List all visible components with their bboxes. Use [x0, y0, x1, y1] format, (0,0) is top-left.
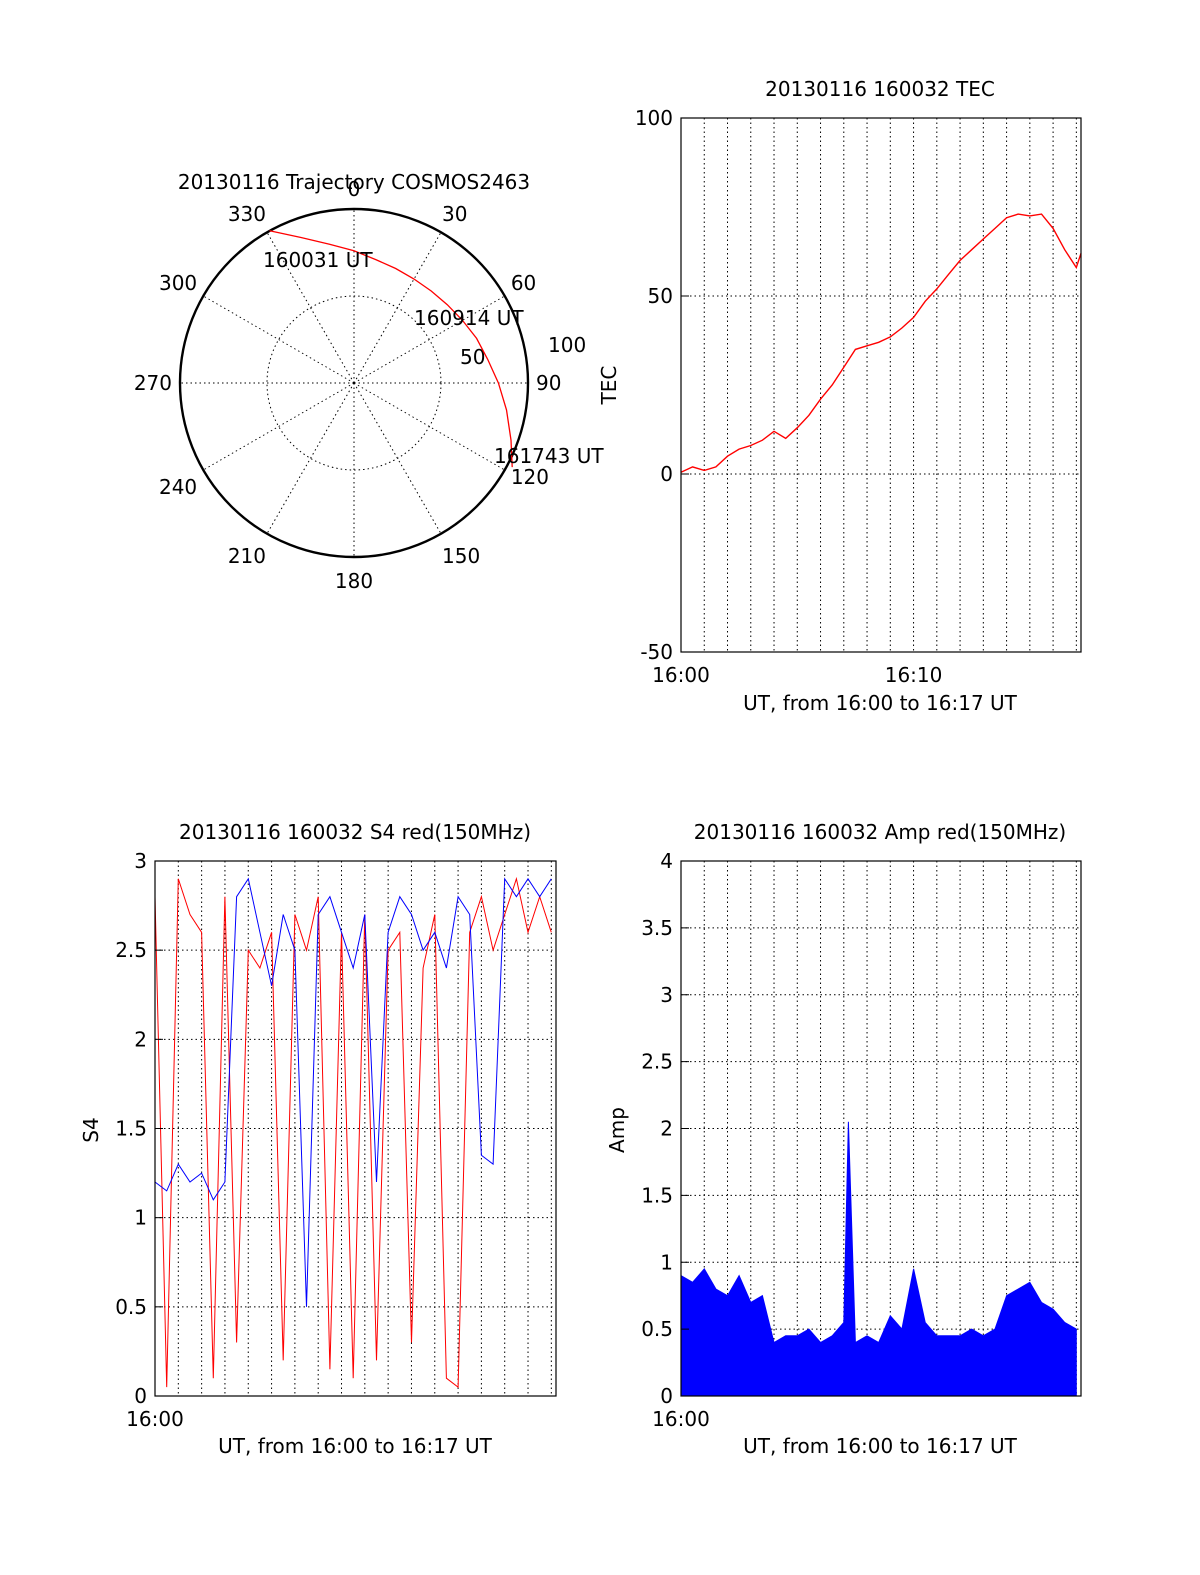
s4-series-line-0 [154, 876, 552, 1389]
polar-trajectory-trace [269, 230, 513, 468]
polar-azimuth-label-60: 60 [511, 271, 536, 295]
polar-azimuth-label-180: 180 [335, 569, 373, 593]
amp-xtick-labels: 16:00 [652, 1407, 710, 1431]
tec-xtick-labels: 16:00 16:10 [652, 663, 942, 687]
amp-series [680, 1121, 1077, 1397]
polar-spoke-330 [266, 232, 355, 384]
s4-series [154, 876, 552, 1389]
tec-ytick-label: 100 [635, 106, 673, 130]
s4-panel: 20130116 160032 S4 red(150MHz) 3 2.5 2 1.5 1… [79, 820, 557, 1458]
tec-panel: 20130116 160032 TEC 100 50 0 -50 16:00 16:10… [597, 77, 1082, 715]
polar-spoke-300 [203, 295, 355, 384]
polar-radial-label-50: 50 [460, 345, 485, 369]
tec-plot-frame [680, 117, 1082, 653]
polar-azimuth-label-30: 30 [442, 202, 467, 226]
tec-grid [681, 118, 1081, 652]
amp-xtick-label: 16:00 [652, 1407, 710, 1431]
amp-ytick-label: 4 [660, 849, 673, 873]
s4-ytick-label: 3 [134, 849, 147, 873]
tec-xtick-label: 16:00 [652, 663, 710, 687]
amp-ytick-label: 2.5 [641, 1050, 673, 1074]
amp-ytick-label: 1.5 [641, 1183, 673, 1207]
amp-ytick-label: 1 [660, 1250, 673, 1274]
s4-series-line-1 [154, 877, 552, 1307]
polar-azimuth-label-150: 150 [442, 544, 480, 568]
polar-spoke-60 [353, 295, 505, 384]
polar-azimuth-label-0: 0 [348, 177, 361, 201]
s4-xtick-labels: 16:00 [126, 1407, 184, 1431]
tec-ytick-label: -50 [640, 640, 673, 664]
tec-xlabel: UT, from 16:00 to 16:17 UT [743, 691, 1018, 715]
polar-azimuth-label-120: 120 [511, 465, 549, 489]
tec-ytick-labels: 100 50 0 -50 [635, 106, 689, 664]
polar-azimuth-labels: 0 30 60 90 120 150 180 210 240 270 300 330 [134, 177, 562, 593]
polar-azimuth-label-90: 90 [536, 371, 561, 395]
s4-title: 20130116 160032 S4 red(150MHz) [179, 820, 531, 844]
s4-ytick-label: 2 [134, 1027, 147, 1051]
polar-end-label: 161743 UT [494, 444, 604, 468]
s4-ytick-label: 0.5 [115, 1295, 147, 1319]
polar-trajectory-line [269, 230, 513, 468]
polar-start-label: 160031 UT [263, 248, 373, 272]
polar-azimuth-label-300: 300 [159, 271, 197, 295]
tec-series [680, 213, 1082, 473]
polar-azimuth-label-270: 270 [134, 371, 172, 395]
s4-grid [155, 861, 556, 1396]
amp-ytick-label: 2 [660, 1117, 673, 1141]
polar-spoke-240 [203, 382, 355, 471]
amp-ytick-labels: 4 3.5 3 2.5 2 1.5 1 0.5 0 [641, 849, 689, 1408]
s4-ytick-label: 1.5 [115, 1117, 147, 1141]
amp-ytick-label: 0 [660, 1384, 673, 1408]
s4-xtick-label: 16:00 [126, 1407, 184, 1431]
s4-ytick-labels: 3 2.5 2 1.5 1 0.5 0 [115, 849, 163, 1408]
polar-spoke-150 [353, 382, 442, 534]
polar-azimuth-label-240: 240 [159, 475, 197, 499]
tec-title: 20130116 160032 TEC [765, 77, 995, 101]
s4-ytick-label: 0 [134, 1384, 147, 1408]
polar-mid-label: 160914 UT [414, 306, 524, 330]
tec-ylabel: TEC [597, 366, 621, 406]
s4-ytick-label: 1 [134, 1206, 147, 1230]
polar-spoke-30 [353, 232, 442, 384]
polar-radial-label-100: 100 [548, 333, 586, 357]
amp-ylabel: Amp [605, 1107, 629, 1153]
s4-xlabel: UT, from 16:00 to 16:17 UT [218, 1434, 493, 1458]
amp-series-area [680, 1121, 1077, 1397]
tec-ytick-label: 0 [660, 462, 673, 486]
s4-ylabel: S4 [79, 1117, 103, 1142]
polar-azimuth-label-210: 210 [228, 544, 266, 568]
tec-xtick-label: 16:10 [885, 663, 943, 687]
polar-spoke-120 [353, 382, 505, 471]
tec-series-line-0 [680, 213, 1082, 473]
s4-ytick-label: 2.5 [115, 938, 147, 962]
amp-panel: 20130116 160032 Amp red(150MHz) 4 3.5 3 2.5… [605, 820, 1082, 1458]
tec-ytick-label: 50 [648, 284, 673, 308]
amp-ytick-label: 3 [660, 983, 673, 1007]
amp-title: 20130116 160032 Amp red(150MHz) [694, 820, 1066, 844]
polar-outer-circle [178, 207, 530, 559]
polar-title: 20130116 Trajectory COSMOS2463 [178, 170, 530, 194]
polar-trajectory-panel: 20130116 Trajectory COSMOS2463 0 30 60 90 12… [134, 170, 605, 593]
amp-xlabel: UT, from 16:00 to 16:17 UT [743, 1434, 1018, 1458]
polar-azimuth-label-330: 330 [228, 202, 266, 226]
polar-spoke-210 [266, 382, 355, 534]
amp-ytick-label: 3.5 [641, 916, 673, 940]
amp-ytick-label: 0.5 [641, 1317, 673, 1341]
